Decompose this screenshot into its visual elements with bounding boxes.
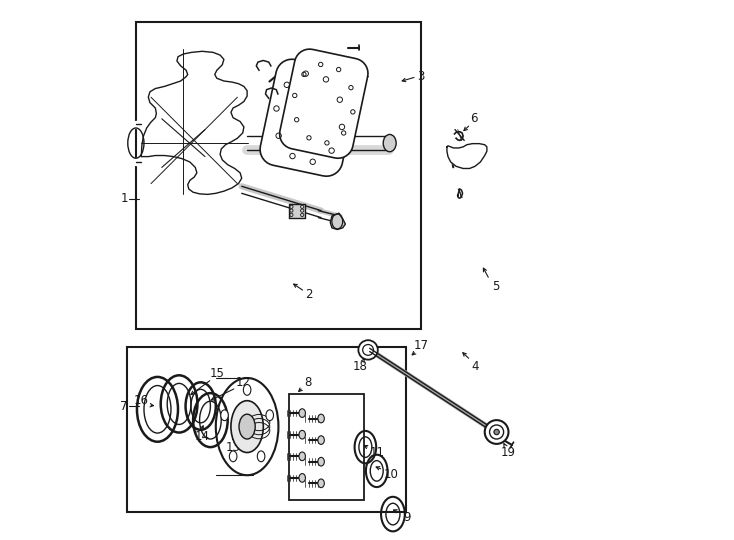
Text: 12: 12	[236, 376, 250, 389]
Ellipse shape	[299, 452, 305, 461]
Text: 17: 17	[413, 339, 429, 352]
Text: 7: 7	[120, 400, 128, 413]
Text: 16: 16	[134, 394, 149, 407]
Polygon shape	[260, 59, 358, 176]
Ellipse shape	[221, 410, 228, 421]
Ellipse shape	[231, 401, 264, 453]
Ellipse shape	[299, 409, 305, 417]
Text: 11: 11	[369, 446, 384, 459]
Bar	[136, 22, 421, 329]
Polygon shape	[288, 204, 305, 218]
Text: 19: 19	[501, 446, 516, 459]
Ellipse shape	[318, 436, 324, 444]
Ellipse shape	[494, 429, 499, 435]
Text: 14: 14	[195, 430, 210, 443]
Ellipse shape	[229, 451, 237, 462]
Text: 6: 6	[470, 112, 478, 125]
Ellipse shape	[484, 420, 509, 444]
Text: 4: 4	[471, 360, 479, 373]
Bar	[288, 394, 364, 500]
Text: 2: 2	[305, 288, 313, 301]
Text: 5: 5	[492, 280, 499, 293]
Ellipse shape	[318, 479, 324, 488]
Text: 18: 18	[353, 360, 368, 373]
Ellipse shape	[258, 451, 265, 462]
Polygon shape	[447, 144, 487, 168]
Ellipse shape	[358, 340, 378, 360]
Ellipse shape	[266, 410, 274, 421]
Polygon shape	[280, 49, 368, 158]
Ellipse shape	[318, 457, 324, 466]
Ellipse shape	[299, 474, 305, 482]
Text: 1: 1	[120, 192, 128, 205]
Text: 8: 8	[304, 376, 311, 389]
Text: 9: 9	[404, 511, 411, 524]
Ellipse shape	[299, 430, 305, 439]
Bar	[127, 347, 407, 512]
Text: 13: 13	[225, 441, 241, 454]
Polygon shape	[330, 213, 346, 230]
Polygon shape	[141, 51, 247, 194]
Text: 10: 10	[384, 468, 399, 481]
Text: 15: 15	[209, 367, 225, 380]
Ellipse shape	[239, 414, 255, 439]
Text: 3: 3	[418, 70, 425, 83]
Ellipse shape	[383, 134, 396, 152]
Ellipse shape	[318, 414, 324, 423]
Ellipse shape	[244, 384, 251, 395]
